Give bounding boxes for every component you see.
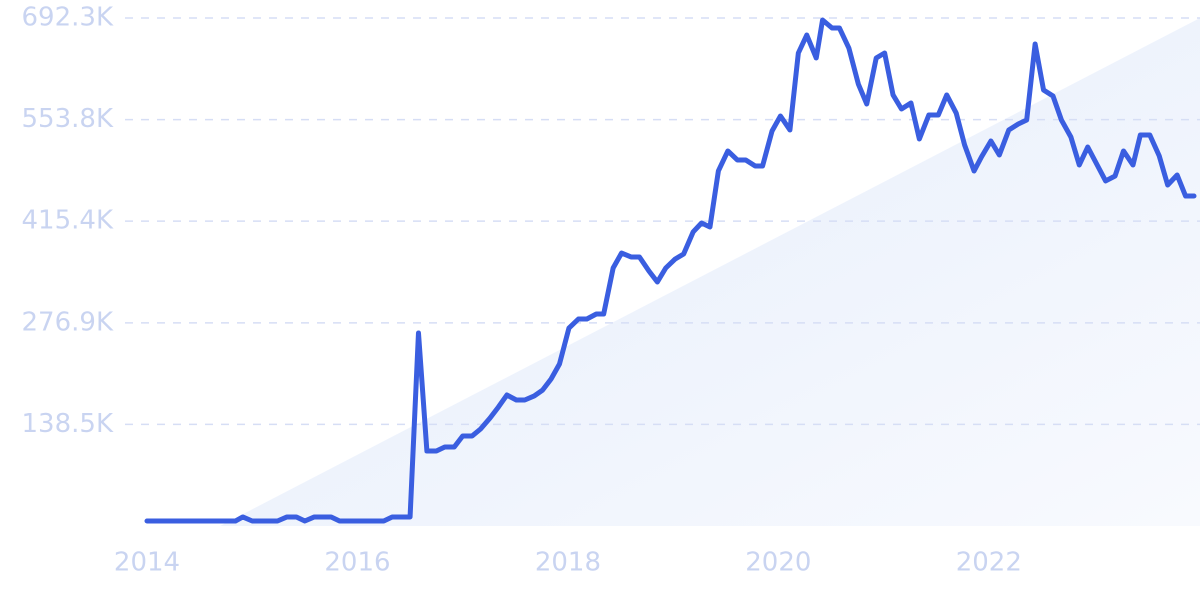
y-tick-label: 692.3K bbox=[22, 3, 114, 33]
y-tick-label: 553.8K bbox=[22, 104, 114, 134]
x-tick-label: 2018 bbox=[535, 548, 601, 578]
x-tick-label: 2016 bbox=[324, 548, 390, 578]
x-tick-label: 2022 bbox=[956, 548, 1022, 578]
plot bbox=[144, 17, 1197, 524]
background-wedge bbox=[220, 18, 1200, 526]
x-tick-label: 2014 bbox=[114, 548, 180, 578]
y-tick-label: 138.5K bbox=[22, 409, 114, 439]
y-tick-label: 276.9K bbox=[22, 307, 114, 337]
series-line bbox=[144, 17, 1197, 524]
x-tick-label: 2020 bbox=[745, 548, 811, 578]
grid: 138.5K 276.9K 415.4K 553.8K 692.3K 2014 2016 20… bbox=[22, 3, 1200, 578]
y-tick-label: 415.4K bbox=[22, 206, 114, 236]
